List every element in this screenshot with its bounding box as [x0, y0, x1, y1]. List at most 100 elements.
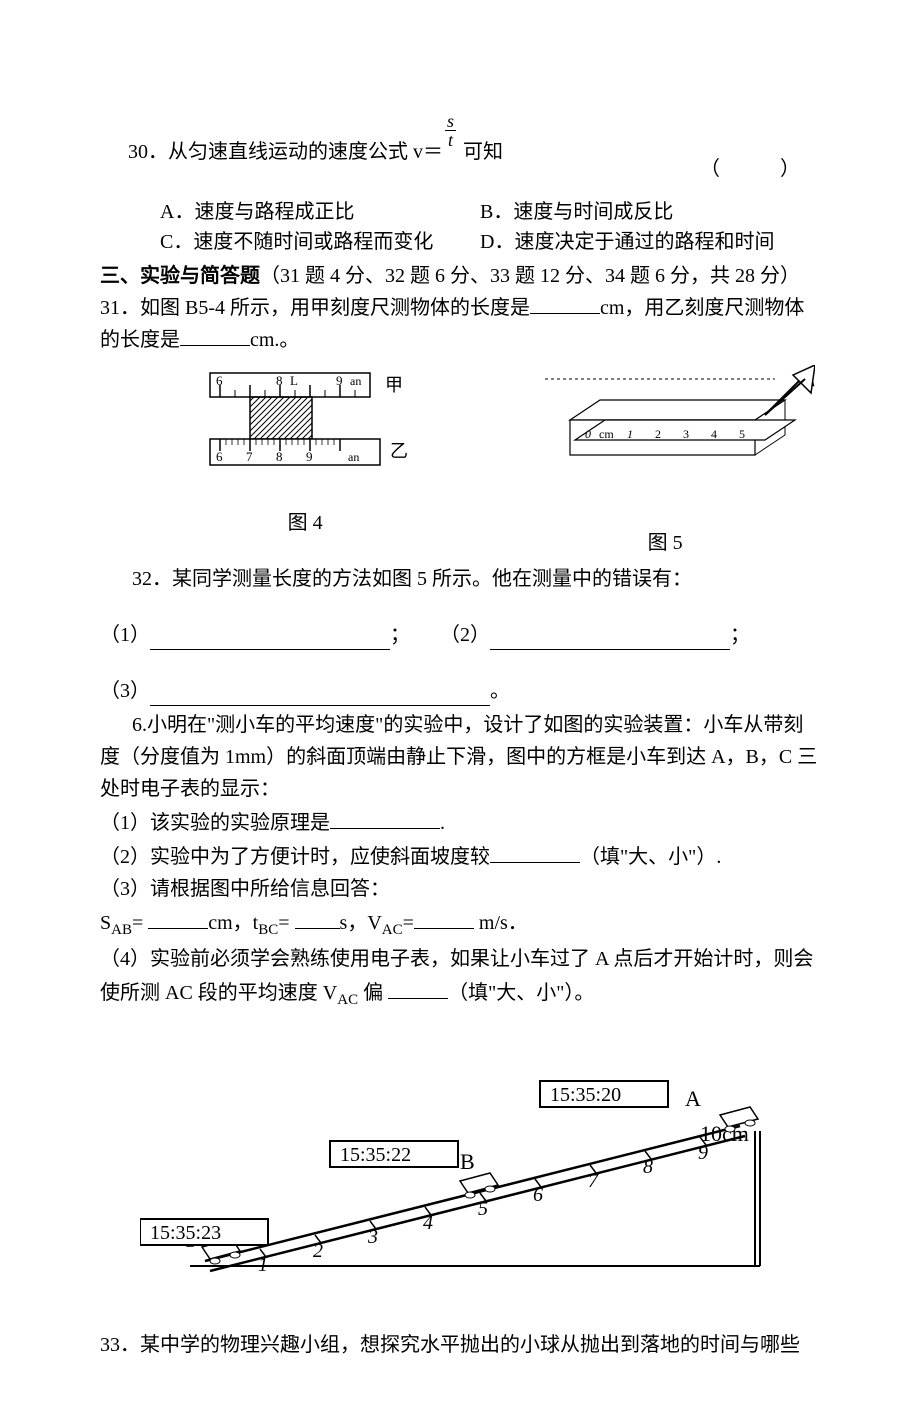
blank-input[interactable] [295, 906, 340, 929]
svg-text:1: 1 [627, 427, 633, 441]
answer-paren: （ ） [700, 154, 800, 184]
formula-fraction: s t [445, 112, 456, 149]
q33-text: 某中学的物理兴趣小组，想探究水平抛出的小球从抛出到落地的时间与哪些 [140, 1334, 800, 1356]
q6-p2a: （2）实验中为了方便计时，应使斜面坡度较 [100, 846, 490, 868]
q33-number: 33． [100, 1334, 140, 1356]
svg-text:甲: 甲 [385, 375, 403, 395]
blank-input[interactable] [414, 906, 474, 929]
q6-p4c: 偏 [358, 982, 388, 1004]
svg-text:4: 4 [423, 1212, 433, 1234]
figure-6: 1 2 3 4 5 6 7 8 9 A B [100, 1071, 820, 1290]
svg-text:10cm: 10cm [700, 1121, 749, 1146]
figure-4-svg: 6 8 L 9 an 甲 [190, 365, 420, 495]
svg-text:0: 0 [585, 427, 591, 441]
q6-p4-vac: AC [337, 992, 358, 1008]
q6-p1b: . [440, 812, 445, 834]
eq-ms: m/s． [474, 912, 528, 934]
blank-input[interactable] [150, 627, 390, 650]
period: 。 [490, 676, 510, 706]
figure-5-caption: 图 5 [510, 528, 820, 558]
fraction-numerator: s [445, 112, 456, 131]
figure-5-svg: 0 cm 1 2 3 4 5 [515, 365, 815, 515]
svg-text:an: an [350, 374, 361, 388]
q6-line3: 处时电子表的显示： [100, 778, 280, 800]
q6-p1a: （1）该实验的实验原理是 [100, 812, 330, 834]
q6-p4b: 使所测 AC 段的平均速度 V [100, 982, 337, 1004]
fraction-denominator: t [446, 131, 455, 149]
eq-bc-sub: BC [258, 922, 278, 938]
eq-eq3: = [403, 912, 414, 934]
figure-5: 0 cm 1 2 3 4 5 图 5 [510, 365, 820, 558]
q31-text-d: cm.。 [250, 329, 299, 351]
svg-text:2: 2 [655, 427, 661, 441]
q30-options: A．速度与路程成正比 B．速度与时间成反比 C．速度不随时间或路程而变化 D．速… [100, 197, 820, 257]
svg-text:15:35:23: 15:35:23 [150, 1222, 221, 1244]
semicolon: ； [730, 620, 750, 650]
q6-p3: （3）请根据图中所给信息回答： [100, 878, 390, 900]
svg-text:B: B [460, 1149, 475, 1174]
svg-text:乙: 乙 [390, 441, 408, 461]
section-title-bold: 三、实验与简答题 [100, 265, 260, 287]
eq-eq: = [132, 912, 143, 934]
blank-input[interactable] [330, 806, 440, 829]
q30-text-after: 可知 [458, 137, 503, 167]
question-32-blanks: （1） ； （2） ； （3） 。 [100, 620, 820, 706]
q6-p4a: （4）实验前必须学会熟练使用电子表，如果让小车过了 A 点后才开始计时，则会 [100, 948, 813, 970]
svg-text:7: 7 [246, 449, 253, 464]
svg-text:3: 3 [367, 1226, 378, 1248]
blank-input[interactable] [148, 906, 208, 929]
svg-text:6: 6 [216, 449, 223, 464]
svg-text:A: A [685, 1086, 701, 1111]
blank-input[interactable] [490, 627, 730, 650]
q32-p2: （2） [440, 620, 490, 650]
figure-4-caption: 图 4 [160, 508, 450, 538]
svg-text:9: 9 [306, 449, 313, 464]
q6-line1: 6.小明在"测小车的平均速度"的实验中，设计了如图的实验装置：小车从带刻 [132, 714, 803, 736]
q32-intro-text: 某同学测量长度的方法如图 5 所示。他在测量中的错误有： [172, 568, 692, 590]
question-32-intro: 32．某同学测量长度的方法如图 5 所示。他在测量中的错误有： [100, 564, 820, 594]
q31-text-c: 的长度是 [100, 329, 180, 351]
q6-p4d: （填"大、小"）。 [448, 982, 594, 1004]
option-c: C．速度不随时间或路程而变化 [160, 227, 480, 257]
svg-text:6: 6 [533, 1184, 543, 1206]
svg-text:5: 5 [739, 427, 745, 441]
svg-text:9: 9 [336, 373, 343, 388]
blank-input[interactable] [490, 840, 580, 863]
section-3-heading: 三、实验与简答题（31 题 4 分、32 题 6 分、33 题 12 分、34 … [100, 261, 820, 291]
q32-number: 32． [132, 568, 172, 590]
eq-sab-sub: AB [111, 922, 132, 938]
blank-input[interactable] [180, 323, 250, 346]
q31-text-b: cm，用乙刻度尺测物体 [600, 297, 804, 319]
option-a: A．速度与路程成正比 [160, 197, 480, 227]
q32-p3: （3） [100, 676, 150, 706]
figures-row: 6 8 L 9 an 甲 [100, 365, 820, 558]
eq-sab: S [100, 912, 111, 934]
svg-text:15:35:20: 15:35:20 [550, 1084, 621, 1106]
svg-text:1: 1 [258, 1254, 268, 1276]
svg-text:4: 4 [711, 427, 717, 441]
svg-text:cm: cm [599, 427, 614, 441]
blank-input[interactable] [150, 683, 490, 706]
svg-text:15:35:22: 15:35:22 [340, 1144, 411, 1166]
question-30: 30． 从匀速直线运动的速度公式 v＝ s t 可知 （ ） [100, 130, 820, 167]
q30-text-before: 从匀速直线运动的速度公式 v＝ [168, 137, 443, 167]
option-b: B．速度与时间成反比 [480, 197, 673, 227]
svg-text:L: L [290, 373, 298, 388]
svg-text:7: 7 [588, 1170, 599, 1192]
figure-6-svg: 1 2 3 4 5 6 7 8 9 A B [140, 1071, 780, 1281]
blank-input[interactable] [388, 976, 448, 999]
svg-text:8: 8 [276, 373, 283, 388]
q6-line2: 度（分度值为 1mm）的斜面顶端由静止下滑，图中的方框是小车到达 A，B，C 三 [100, 746, 817, 768]
figure-4: 6 8 L 9 an 甲 [160, 365, 450, 538]
section-title-rest: （31 题 4 分、32 题 6 分、33 题 12 分、34 题 6 分，共 … [260, 265, 800, 287]
semicolon: ； [390, 620, 410, 650]
q30-number: 30． [128, 137, 168, 167]
eq-cm: cm，t [208, 912, 258, 934]
blank-input[interactable] [530, 291, 600, 314]
question-31: 31．如图 B5-4 所示，用甲刻度尺测物体的长度是cm，用乙刻度尺测物体 的长… [100, 291, 820, 355]
eq-eq2: = [278, 912, 289, 934]
q6-p2b: （填"大、小"）. [580, 846, 721, 868]
option-d: D．速度决定于通过的路程和时间 [480, 227, 774, 257]
question-33: 33．某中学的物理兴趣小组，想探究水平抛出的小球从抛出到落地的时间与哪些 [100, 1330, 820, 1360]
svg-text:6: 6 [216, 373, 223, 388]
